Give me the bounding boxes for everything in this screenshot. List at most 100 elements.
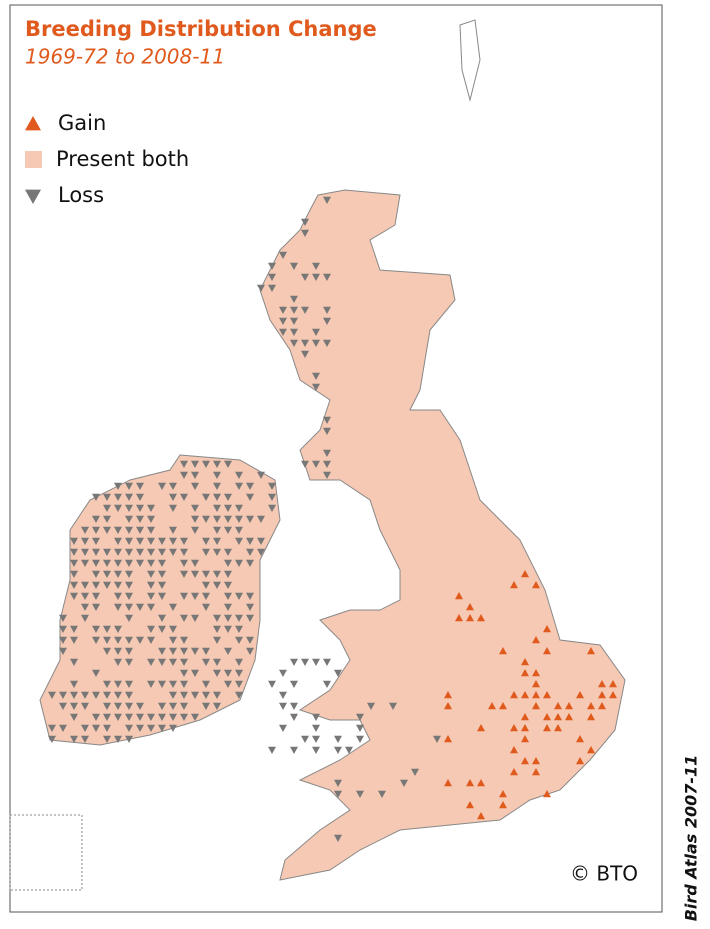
loss-symbol (290, 317, 298, 325)
loss-symbol (125, 647, 133, 655)
loss-symbol (136, 559, 144, 567)
loss-symbol (103, 559, 111, 567)
loss-symbol (224, 559, 232, 567)
loss-symbol (92, 625, 100, 633)
loss-symbol (180, 647, 188, 655)
loss-symbol (103, 713, 111, 721)
loss-symbol (235, 537, 243, 545)
loss-symbol (169, 680, 177, 688)
loss-symbol (323, 680, 331, 688)
loss-symbol (202, 515, 210, 523)
loss-symbol (224, 669, 232, 677)
loss-symbol (213, 658, 221, 666)
loss-symbol (125, 570, 133, 578)
loss-symbol (125, 515, 133, 523)
loss-symbol (103, 504, 111, 512)
loss-symbol (136, 537, 144, 545)
loss-symbol (213, 482, 221, 490)
gain-symbol (532, 702, 540, 710)
loss-symbol (246, 603, 254, 611)
loss-symbol (334, 779, 342, 787)
loss-symbol (169, 658, 177, 666)
loss-symbol (202, 603, 210, 611)
loss-symbol (114, 603, 122, 611)
loss-symbol (235, 471, 243, 479)
gain-symbol (609, 680, 617, 688)
gain-symbol (543, 724, 551, 732)
gain-symbol (543, 713, 551, 721)
loss-symbol (125, 658, 133, 666)
loss-symbol (158, 658, 166, 666)
loss-symbol (92, 570, 100, 578)
loss-symbol (224, 504, 232, 512)
gain-symbol (554, 713, 562, 721)
loss-symbol (70, 713, 78, 721)
gain-symbol (598, 691, 606, 699)
loss-symbol (59, 647, 67, 655)
loss-symbol (334, 735, 342, 743)
gain-symbol (532, 768, 540, 776)
loss-symbol (191, 614, 199, 622)
loss-symbol (114, 548, 122, 556)
gain-symbol (488, 702, 496, 710)
loss-symbol (180, 559, 188, 567)
loss-symbol (158, 680, 166, 688)
gain-symbol (543, 625, 551, 633)
loss-symbol (180, 636, 188, 644)
loss-symbol (323, 460, 331, 468)
loss-symbol (235, 504, 243, 512)
loss-symbol (268, 504, 276, 512)
loss-symbol (246, 482, 254, 490)
loss-symbol (312, 460, 320, 468)
loss-symbol (103, 625, 111, 633)
loss-symbol (202, 647, 210, 655)
gain-symbol (532, 581, 540, 589)
loss-symbol (180, 537, 188, 545)
loss-symbol (169, 504, 177, 512)
island (459, 19, 481, 102)
legend: Gain Present both Loss (25, 111, 189, 207)
loss-symbol (290, 262, 298, 270)
loss-symbol (147, 559, 155, 567)
loss-symbol (191, 647, 199, 655)
loss-symbol (59, 691, 67, 699)
loss-symbol (290, 306, 298, 314)
legend-label: Gain (58, 111, 106, 135)
loss-symbol (235, 592, 243, 600)
loss-symbol (103, 702, 111, 710)
loss-symbol (235, 625, 243, 633)
gain-symbol (598, 702, 606, 710)
loss-symbol (70, 592, 78, 600)
loss-symbol (323, 317, 331, 325)
gain-symbol (466, 801, 474, 809)
loss-symbol (334, 746, 342, 754)
loss-symbol (279, 724, 287, 732)
loss-symbol (92, 713, 100, 721)
loss-symbol (70, 537, 78, 545)
loss-symbol (356, 735, 364, 743)
loss-symbol (257, 284, 265, 292)
loss-symbol (202, 537, 210, 545)
loss-symbol (202, 658, 210, 666)
loss-symbol (92, 636, 100, 644)
loss-symbol (290, 658, 298, 666)
loss-symbol (125, 691, 133, 699)
loss-symbol (81, 691, 89, 699)
loss-symbol (235, 559, 243, 567)
loss-symbol (92, 515, 100, 523)
gain-symbol (532, 636, 540, 644)
loss-symbol (114, 691, 122, 699)
loss-symbol (169, 713, 177, 721)
gain-symbol (587, 702, 595, 710)
loss-symbol (158, 548, 166, 556)
loss-symbol (224, 592, 232, 600)
loss-symbol (169, 548, 177, 556)
loss-symbol (191, 515, 199, 523)
gain-symbol (587, 746, 595, 754)
loss-symbol (213, 493, 221, 501)
gain-symbol (499, 702, 507, 710)
loss-symbol (92, 537, 100, 545)
loss-symbol (312, 339, 320, 347)
loss-symbol (147, 548, 155, 556)
loss-symbol (213, 581, 221, 589)
